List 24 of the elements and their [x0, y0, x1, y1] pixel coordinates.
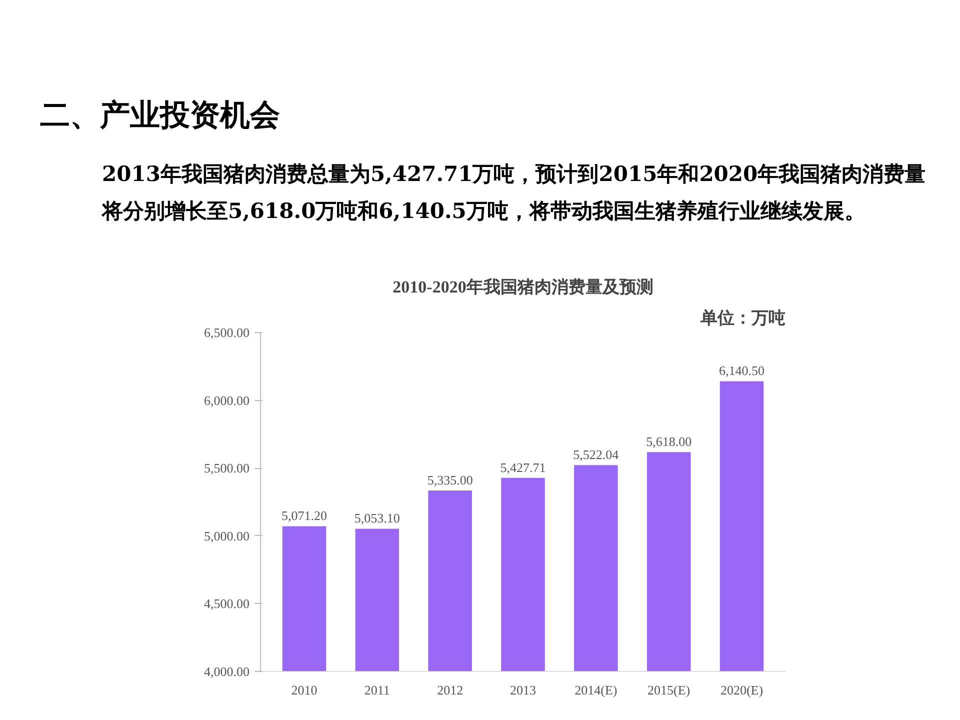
data-label: 6,140.50 [719, 363, 764, 378]
data-label: 5,071.20 [282, 508, 327, 524]
text: 单位：万吨 [700, 308, 786, 328]
x-tick-label: 2015(E) [648, 682, 690, 698]
data-label: 5,053.10 [354, 510, 400, 526]
y-tick-label: 5,500.00 [204, 460, 250, 476]
text: 二、产业投资机会 [40, 97, 280, 135]
x-tick-label: 2011 [364, 682, 390, 698]
chart-title: 2010-2020年我国猪肉消费量及预测 [392, 278, 654, 296]
text: 2013年我国猪肉消费总量为5,427.71万吨，预计到2015年和2020年我国猪肉消费量将分别增长至5,618.0万吨和6,140.5万吨，将带动我国生猪养殖行业继续发展。 [102, 160, 927, 225]
x-tick-label: 2013 [510, 682, 536, 698]
x-tick-label: 2012 [437, 682, 464, 698]
x-tick-label: 2014(E) [574, 682, 618, 698]
x-tick-label: 2010 [291, 682, 318, 698]
data-label: 5,618.00 [646, 434, 692, 450]
y-tick-label: 4,500.00 [204, 596, 250, 612]
y-tick-label: 6,000.00 [204, 392, 250, 408]
y-tick-label: 5,000.00 [204, 528, 250, 544]
y-tick-label: 6,500.00 [204, 325, 250, 340]
data-label: 5,522.04 [573, 447, 620, 462]
x-tick-label: 2020(E) [720, 682, 764, 698]
y-tick-label: 4,000.00 [204, 664, 250, 679]
data-label: 5,335.00 [427, 472, 473, 488]
data-label: 5,427.71 [500, 460, 546, 475]
